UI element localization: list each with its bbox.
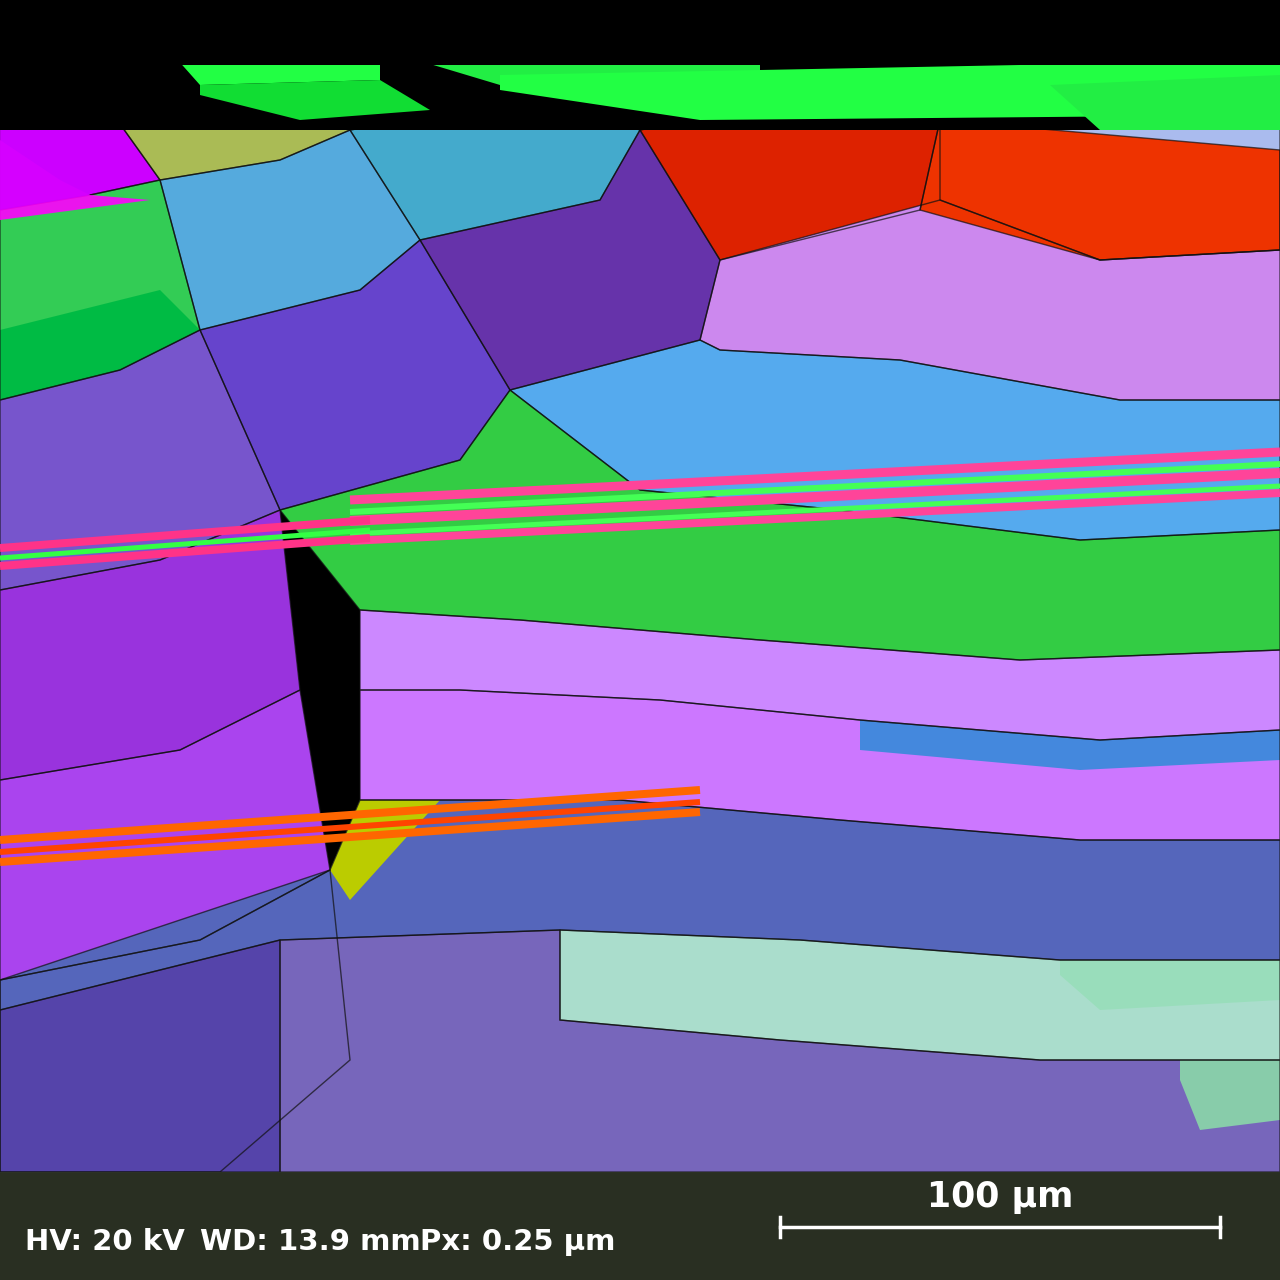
- Polygon shape: [900, 0, 1280, 60]
- Polygon shape: [0, 0, 150, 110]
- Polygon shape: [200, 79, 430, 120]
- Polygon shape: [349, 489, 1280, 545]
- Polygon shape: [580, 29, 860, 131]
- Text: Px: 0.25 μm: Px: 0.25 μm: [420, 1228, 616, 1256]
- Polygon shape: [0, 110, 150, 220]
- Polygon shape: [480, 0, 850, 55]
- Polygon shape: [360, 690, 1280, 840]
- Polygon shape: [280, 931, 1280, 1172]
- Polygon shape: [0, 509, 300, 780]
- Polygon shape: [360, 611, 1280, 740]
- Polygon shape: [0, 786, 700, 844]
- Polygon shape: [850, 0, 1280, 120]
- Polygon shape: [920, 120, 1280, 260]
- Polygon shape: [860, 719, 1280, 771]
- Polygon shape: [561, 931, 1280, 1060]
- Text: HV: 20 kV: HV: 20 kV: [26, 1228, 184, 1256]
- Polygon shape: [349, 448, 1280, 504]
- Polygon shape: [349, 484, 1280, 536]
- Polygon shape: [349, 100, 640, 241]
- Polygon shape: [0, 0, 1280, 115]
- Polygon shape: [1060, 960, 1280, 1010]
- Polygon shape: [509, 340, 1280, 540]
- Polygon shape: [1180, 1060, 1280, 1130]
- Polygon shape: [110, 55, 349, 180]
- Polygon shape: [640, 90, 940, 260]
- Polygon shape: [0, 330, 280, 590]
- Polygon shape: [0, 0, 1280, 65]
- Polygon shape: [0, 808, 700, 867]
- Polygon shape: [420, 131, 719, 390]
- Polygon shape: [0, 1172, 1280, 1280]
- Polygon shape: [0, 800, 1280, 1010]
- Polygon shape: [160, 131, 420, 330]
- Polygon shape: [349, 468, 1280, 526]
- Polygon shape: [0, 870, 349, 1172]
- Polygon shape: [0, 940, 280, 1172]
- Polygon shape: [160, 0, 380, 84]
- Polygon shape: [0, 690, 330, 980]
- Polygon shape: [399, 0, 760, 84]
- Polygon shape: [280, 390, 1280, 660]
- Polygon shape: [0, 180, 200, 399]
- Text: 100 μm: 100 μm: [927, 1180, 1073, 1213]
- Polygon shape: [0, 291, 200, 399]
- Polygon shape: [940, 110, 1280, 260]
- Polygon shape: [0, 516, 370, 552]
- Polygon shape: [349, 461, 1280, 515]
- Polygon shape: [330, 800, 440, 900]
- Polygon shape: [0, 95, 90, 210]
- Polygon shape: [500, 60, 1280, 120]
- Polygon shape: [200, 241, 509, 509]
- Polygon shape: [1050, 76, 1280, 131]
- Polygon shape: [0, 0, 1280, 131]
- Polygon shape: [700, 200, 1280, 399]
- Polygon shape: [0, 799, 700, 855]
- Polygon shape: [0, 527, 370, 561]
- Polygon shape: [280, 0, 580, 131]
- Polygon shape: [0, 110, 160, 210]
- Polygon shape: [0, 534, 370, 570]
- Text: WD: 13.9 mm: WD: 13.9 mm: [200, 1228, 421, 1256]
- Polygon shape: [0, 0, 280, 110]
